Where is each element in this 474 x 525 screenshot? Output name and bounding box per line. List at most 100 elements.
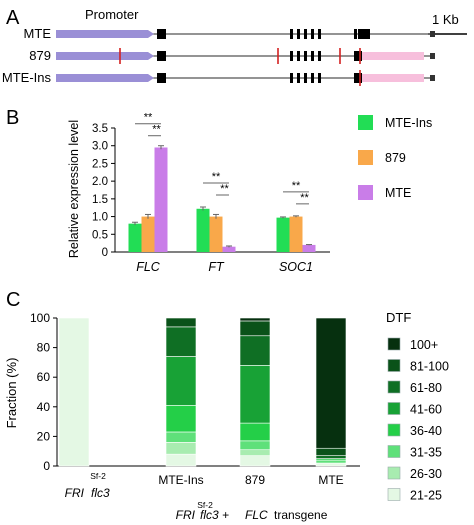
panel-b-letter: B [6,107,19,129]
promoter-arrow [56,52,154,60]
b-sig-label: ** [300,192,309,204]
c-legend-swatch [387,359,401,372]
b-y-tick-label: 1.5 [92,194,108,206]
construct-label-mte: MTE [24,26,52,41]
scale-label: 1 Kb [432,12,459,27]
b-legend-swatch-mte-ins [358,115,373,130]
exon-block [318,51,321,61]
b-x-tick-ft: FT [208,260,225,274]
c-bar-segment [165,317,197,328]
exon-block [290,29,293,39]
c-bar-segment [239,320,271,337]
construct-label-879: 879 [29,48,51,63]
c-bar-segment [239,455,271,467]
b-sig-label: ** [144,112,153,124]
c-y-tick-label: 80 [37,341,51,355]
exon-block [304,73,307,83]
c-legend-label: 81-100 [410,360,449,374]
b-y-tick-label: 2.0 [92,176,108,188]
exon-block [318,73,321,83]
c-legend-label: 41-60 [410,403,442,417]
c-y-tick-label: 40 [37,400,51,414]
exon-block [157,29,166,39]
c-y-tick-label: 100 [30,311,50,325]
c-bar-segment [165,453,197,467]
c-legend-swatch [387,337,401,351]
c-genotype-flc3-2: flc3 + [200,508,229,522]
c-y-tick-label: 60 [37,370,51,384]
b-bar [289,216,303,252]
b-x-tick-soc1: SOC1 [279,260,313,274]
b-y-tick-label: 1.0 [92,212,108,224]
c-sf2-superscript-2: Sf-2 [197,500,213,510]
exon-block [304,51,307,61]
c-bar-segment [165,431,197,443]
c-bar-segment [315,317,347,449]
c-bar-segment [315,455,347,459]
promoter-label: Promoter [85,7,139,22]
c-legend-swatch [387,402,401,415]
c-legend-label: 21-25 [410,489,442,503]
b-sig-label: ** [212,171,221,183]
exon-block [297,29,300,39]
terminal-exon [430,53,435,59]
exon-block [311,51,314,61]
c-legend-swatch [387,380,401,394]
b-y-tick-label: 0.5 [92,229,108,241]
insertion-segment [361,74,424,82]
exon-block [354,51,357,61]
exon-block [354,29,357,39]
c-bar-segment [315,462,347,467]
b-bar [302,244,316,252]
b-sig-label: ** [292,180,301,192]
c-bar-segment [315,459,347,464]
c-bar-segment [165,356,197,406]
b-legend: MTE-Ins 879 MTE [358,115,432,200]
exon-block [297,73,300,83]
b-x-tick-flc: FLC [136,260,161,274]
c-bar-segment [239,440,271,451]
c-legend-label: 26-30 [410,467,442,481]
b-y-tick-label: 3.5 [92,123,108,135]
promoter-arrow [56,74,154,82]
c-bar-segment [165,405,197,433]
exon-block [290,51,293,61]
c-sf2-superscript-1: Sf-2 [90,471,106,481]
terminal-exon [430,31,435,37]
b-y-axis-label: Relative expression level [67,120,81,258]
promoter-arrow [56,30,154,38]
c-genotype-flc3-1: flc3 [91,486,110,500]
c-legend-label: 100+ [410,338,438,352]
exon-block [318,29,321,39]
panel-c-letter: C [6,289,20,311]
c-bar-segment [239,335,271,366]
b-bar [128,223,142,252]
b-legend-swatch-879 [358,150,373,165]
c-genotype-transgene: transgene [274,508,328,522]
c-legend-swatch [387,466,401,480]
b-bar [196,208,210,252]
exon-block [290,73,293,83]
c-legend-swatch [387,445,401,458]
c-genotype-flc-2: FLC [245,508,268,522]
c-legend-swatch [387,488,401,501]
terminal-exon [430,75,435,81]
c-bar-segment [58,317,90,467]
c-x-tick-mte-ins: MTE-Ins [158,473,203,487]
b-sig-label: ** [152,124,161,136]
c-x-tick-879: 879 [245,473,265,487]
exon-block [297,51,300,61]
c-x-tick-mte: MTE [318,473,343,487]
exon-block [157,51,166,61]
c-genotype-fri-2: FRI [176,508,196,522]
c-bar-segment [165,326,197,357]
c-bar-segment [239,365,271,424]
c-legend-title: DTF [386,310,411,325]
b-y-tick-label: 0 [102,247,108,259]
c-legend-swatch [387,423,401,437]
b-legend-label-879: 879 [385,151,406,165]
panel-a-letter: A [6,7,20,29]
exon-block [304,29,307,39]
b-y-tick-label: 2.5 [92,158,108,170]
